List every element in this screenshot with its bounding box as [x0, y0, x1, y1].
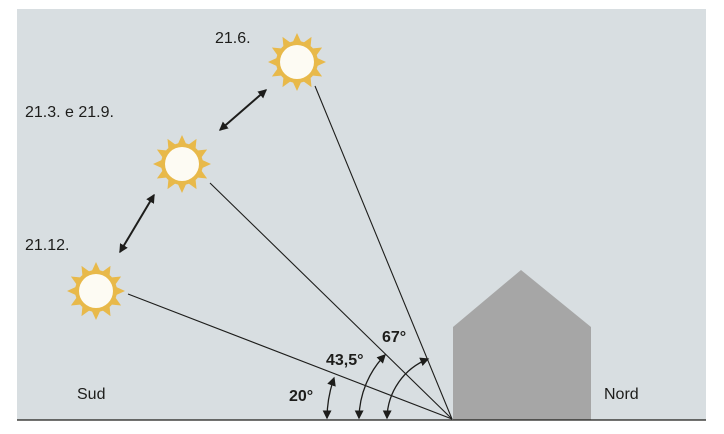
sun-core	[280, 45, 314, 79]
direction-label-north: Nord	[604, 386, 639, 403]
double-arrow-icon	[119, 193, 155, 254]
angle-arc-summer	[382, 357, 430, 420]
sun-core	[165, 147, 199, 181]
sun-ray	[91, 262, 101, 273]
sun-ray	[292, 33, 302, 44]
angle-label-equinox: 43,5°	[326, 352, 364, 369]
angle-arc-equinox	[354, 354, 386, 420]
sun-label-winter: 21.12.	[25, 237, 70, 254]
sun-icon	[153, 135, 211, 193]
sun-ray	[114, 286, 125, 296]
sun-ray	[177, 135, 187, 146]
double-arrow-icon	[218, 89, 268, 131]
angle-label-summer: 67°	[382, 329, 407, 346]
sun-ray	[91, 309, 101, 320]
sun-icon	[67, 262, 125, 320]
sun-ray	[292, 80, 302, 91]
angle-arc-winter	[322, 376, 336, 420]
sun-label-equinox: 21.3. e 21.9.	[25, 104, 114, 121]
sun-ray	[268, 57, 279, 67]
sun-core	[79, 274, 113, 308]
sun-ray	[177, 182, 187, 193]
angle-label-winter: 20°	[289, 388, 314, 405]
sun-label-summer: 21.6.	[215, 30, 251, 47]
sun-ray-equinox	[209, 182, 453, 420]
house-icon	[453, 270, 591, 420]
direction-label-south: Sud	[77, 386, 106, 403]
sun-icon	[268, 33, 326, 91]
sun-ray	[153, 159, 164, 169]
sun-ray	[67, 286, 78, 296]
sun-ray	[200, 159, 211, 169]
sun-ray	[315, 57, 326, 67]
